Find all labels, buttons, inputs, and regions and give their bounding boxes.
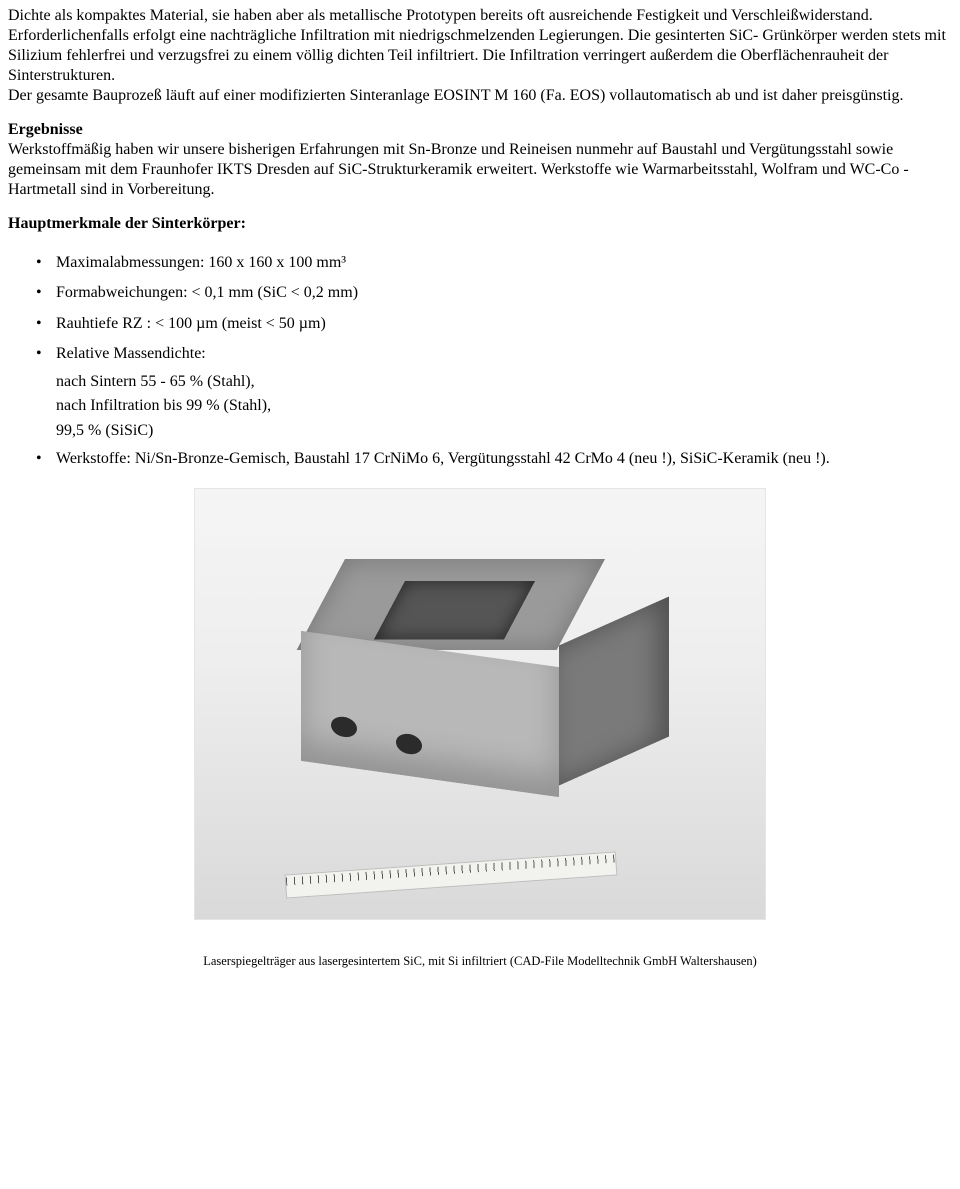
- body-text-1a: Dichte als kompaktes Material, sie haben…: [8, 7, 946, 84]
- feature-item: Maximalabmessungen: 160 x 160 x 100 mm³: [36, 248, 952, 278]
- drill-hole-icon: [331, 715, 357, 739]
- feature-item: Rauhtiefe RZ : < 100 µm (meist < 50 µm): [36, 309, 952, 339]
- feature-item: nach Infiltration bis 99 % (Stahl),: [36, 394, 952, 419]
- feature-item: nach Sintern 55 - 65 % (Stahl),: [36, 370, 952, 395]
- ergebnisse-heading: Ergebnisse: [8, 121, 83, 138]
- features-heading: Hauptmerkmale der Sinterkörper:: [8, 214, 952, 234]
- figure-container: Laserspiegelträger aus lasergesintertem …: [8, 488, 952, 970]
- sintered-block-icon: [345, 559, 625, 799]
- body-paragraph-1: Dichte als kompaktes Material, sie haben…: [8, 6, 952, 106]
- feature-item: Formabweichungen: < 0,1 mm (SiC < 0,2 mm…: [36, 278, 952, 308]
- feature-item: Relative Massendichte:: [36, 339, 952, 369]
- feature-item: 99,5 % (SiSiC): [36, 419, 952, 444]
- body-text-1b: Der gesamte Bauprozeß läuft auf einer mo…: [8, 87, 903, 104]
- features-list: Maximalabmessungen: 160 x 160 x 100 mm³F…: [8, 248, 952, 474]
- ergebnisse-text: Werkstoffmäßig haben wir unsere bisherig…: [8, 141, 909, 198]
- drill-hole-icon: [396, 733, 422, 757]
- block-side-face: [559, 597, 669, 786]
- figure-caption: Laserspiegelträger aus lasergesintertem …: [8, 954, 952, 970]
- block-front-face: [301, 631, 559, 797]
- ergebnisse-paragraph: Ergebnisse Werkstoffmäßig haben wir unse…: [8, 120, 952, 200]
- figure-photo: [194, 488, 766, 920]
- feature-item: Werkstoffe: Ni/Sn-Bronze-Gemisch, Bausta…: [36, 444, 952, 474]
- ruler-icon: [285, 852, 618, 899]
